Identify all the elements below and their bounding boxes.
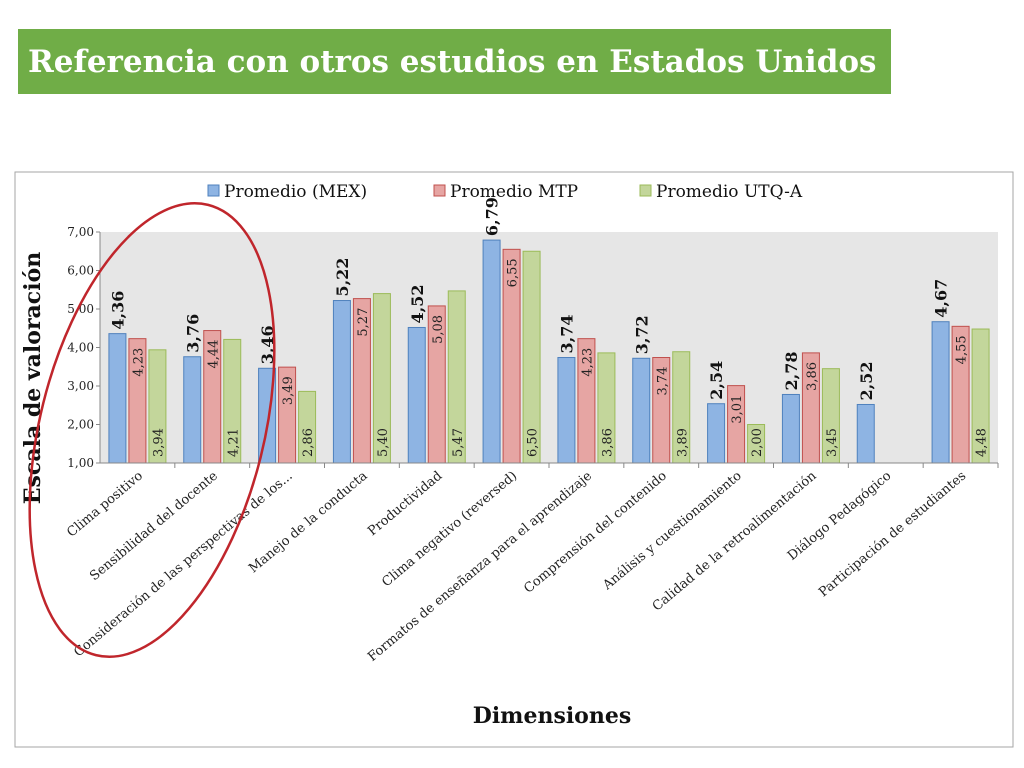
y-tick-label: 3,00 xyxy=(67,379,94,393)
legend-swatch xyxy=(433,184,446,197)
bar xyxy=(707,403,726,464)
data-label: 6,79 xyxy=(483,197,502,236)
data-label: 2,78 xyxy=(782,352,801,391)
y-tick-label: 5,00 xyxy=(67,302,94,316)
bar xyxy=(183,356,202,464)
data-label: 2,00 xyxy=(750,428,765,457)
data-label: 3,74 xyxy=(557,315,576,354)
data-label: 6,55 xyxy=(506,258,521,287)
data-label: 4,36 xyxy=(108,291,127,330)
legend-label: Promedio MTP xyxy=(450,182,578,202)
legend-label: Promedio (MEX) xyxy=(224,182,367,202)
data-label: 4,44 xyxy=(206,340,221,369)
bar xyxy=(407,326,426,464)
x-axis-title: Dimensiones xyxy=(473,703,632,729)
data-label: 2,86 xyxy=(301,428,316,457)
data-label: 3,86 xyxy=(805,362,820,391)
data-label: 2,52 xyxy=(857,362,876,401)
data-label: 3,46 xyxy=(258,325,277,364)
legend-label: Promedio UTQ-A xyxy=(656,182,803,202)
legend-swatch xyxy=(207,184,220,197)
data-label: 4,23 xyxy=(131,348,146,377)
data-label: 5,40 xyxy=(376,428,391,457)
bar xyxy=(482,239,501,464)
data-labels-group: 4,36 4,23 3,94 3,76 4,44 4,21 3,46 3,49 2,86 5,22… xyxy=(108,197,989,457)
y-tick-label: 6,00 xyxy=(67,264,94,278)
bar xyxy=(557,357,576,464)
data-label: 6,50 xyxy=(526,428,541,457)
data-label: 4,23 xyxy=(580,348,595,377)
data-label: 3,89 xyxy=(675,428,690,457)
data-label: 5,22 xyxy=(333,258,352,297)
bar xyxy=(781,393,800,464)
data-label: 4,52 xyxy=(408,285,427,324)
data-label: 3,01 xyxy=(730,395,745,424)
data-label: 3,76 xyxy=(183,314,202,353)
y-tick-label: 7,00 xyxy=(67,225,94,239)
data-label: 3,74 xyxy=(655,367,670,396)
data-label: 5,27 xyxy=(356,308,371,337)
bar xyxy=(332,300,351,464)
data-label: 2,54 xyxy=(707,361,726,400)
data-label: 4,67 xyxy=(932,279,951,318)
bars-group xyxy=(108,239,990,464)
bar xyxy=(632,357,651,464)
y-tick-label: 2,00 xyxy=(67,418,94,432)
legend-swatch xyxy=(639,184,652,197)
data-label: 4,21 xyxy=(226,428,241,457)
bar xyxy=(931,321,950,464)
highlight-ellipse xyxy=(28,202,276,658)
data-label: 3,86 xyxy=(600,428,615,457)
data-label: 3,72 xyxy=(632,315,651,354)
bar xyxy=(856,403,875,464)
plot-area xyxy=(100,232,998,463)
data-label: 4,48 xyxy=(975,428,990,457)
data-label: 3,45 xyxy=(825,428,840,457)
legend: Promedio (MEX) Promedio MTP Promedio UTQ-A xyxy=(207,182,803,202)
y-tick-label: 1,00 xyxy=(67,456,94,470)
bar xyxy=(108,333,127,464)
data-label: 3,94 xyxy=(151,428,166,457)
slide-title: Referencia con otros estudios en Estados… xyxy=(18,29,891,94)
y-tick-label: 4,00 xyxy=(67,341,94,355)
data-label: 3,49 xyxy=(281,376,296,405)
data-label: 5,08 xyxy=(431,315,446,344)
data-label: 4,55 xyxy=(955,335,970,364)
data-label: 5,47 xyxy=(451,428,466,457)
